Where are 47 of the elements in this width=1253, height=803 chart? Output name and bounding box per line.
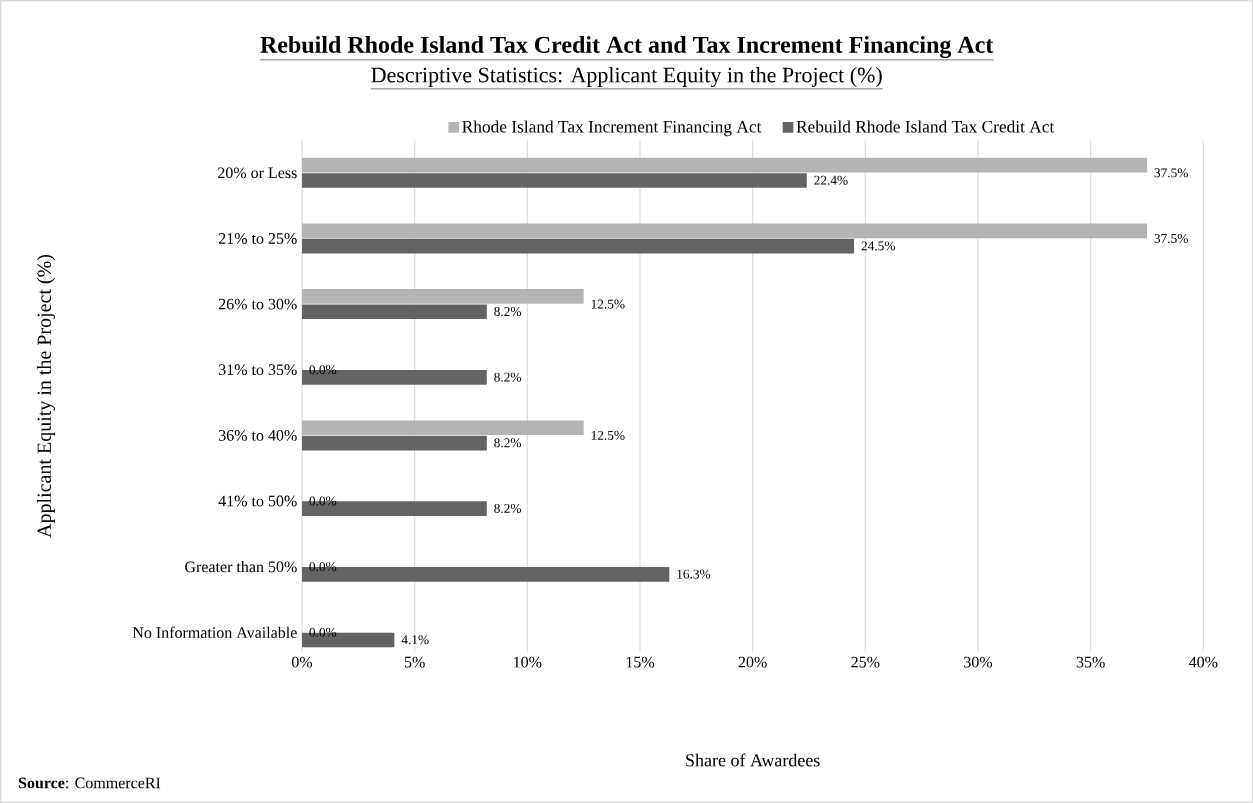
bar xyxy=(302,223,1147,239)
chart-title: Rebuild Rhode Island Tax Credit Act and Tax Increment Financing Act xyxy=(260,36,994,58)
x-axis-title: Share of Awardees xyxy=(686,753,820,767)
x-tick-label: 25% xyxy=(851,656,880,668)
chart-subtitle: Descriptive Statistics: Applicant Equity in the Project (%) xyxy=(371,66,882,87)
x-tick-label: 35% xyxy=(1076,656,1105,668)
y-tick-label: 20% or Less xyxy=(218,167,297,179)
y-tick-label: 21% to 25% xyxy=(218,233,297,244)
data-label: 8.2% xyxy=(494,372,522,382)
data-label: 22.4% xyxy=(814,175,848,185)
y-tick-label: Greater than 50% xyxy=(185,561,297,573)
data-label: 37.5% xyxy=(1154,233,1188,243)
x-tick-label: 40% xyxy=(1188,656,1218,668)
data-label: 0.0% xyxy=(309,365,337,375)
data-label: 12.5% xyxy=(591,430,625,440)
bar xyxy=(302,157,1147,173)
legend-label: Rebuild Rhode Island Tax Credit Act xyxy=(796,120,1055,133)
data-label: 8.2% xyxy=(494,307,522,317)
y-axis-title: Applicant Equity in the Project (%) xyxy=(36,254,56,538)
x-tick-label: 30% xyxy=(964,656,993,668)
y-tick-label: 26% to 30% xyxy=(218,298,297,310)
y-tick-label: 31% to 35% xyxy=(218,364,297,376)
x-tick-label: 20% xyxy=(738,656,767,668)
legend-label: Rhode Island Tax Increment Financing Act xyxy=(462,120,762,137)
bar xyxy=(302,173,807,188)
data-label: 37.5% xyxy=(1154,168,1188,178)
x-tick-label: 0% xyxy=(291,656,313,668)
data-label: 24.5% xyxy=(861,241,895,251)
data-label: 8.2% xyxy=(494,503,522,513)
text: Source: CommerceRI xyxy=(18,777,161,789)
x-tick-label: 10% xyxy=(514,656,542,668)
x-tick-label: 15% xyxy=(626,656,655,668)
data-label: 8.2% xyxy=(494,438,522,448)
data-label: 12.5% xyxy=(591,299,625,309)
bar xyxy=(302,289,584,304)
bar xyxy=(302,435,487,451)
data-label: 4.1% xyxy=(401,635,429,645)
data-label: 0.0% xyxy=(309,627,337,637)
x-tick-label: 5% xyxy=(404,656,425,668)
data-label: 0.0% xyxy=(309,562,337,572)
y-tick-label: No Information Available xyxy=(132,626,297,638)
data-label: 16.3% xyxy=(677,569,711,579)
y-tick-label: 36% to 40% xyxy=(218,429,297,441)
y-tick-label: 41% to 50% xyxy=(218,495,297,507)
bar xyxy=(302,420,584,436)
bar xyxy=(302,238,855,254)
bar xyxy=(302,304,487,320)
